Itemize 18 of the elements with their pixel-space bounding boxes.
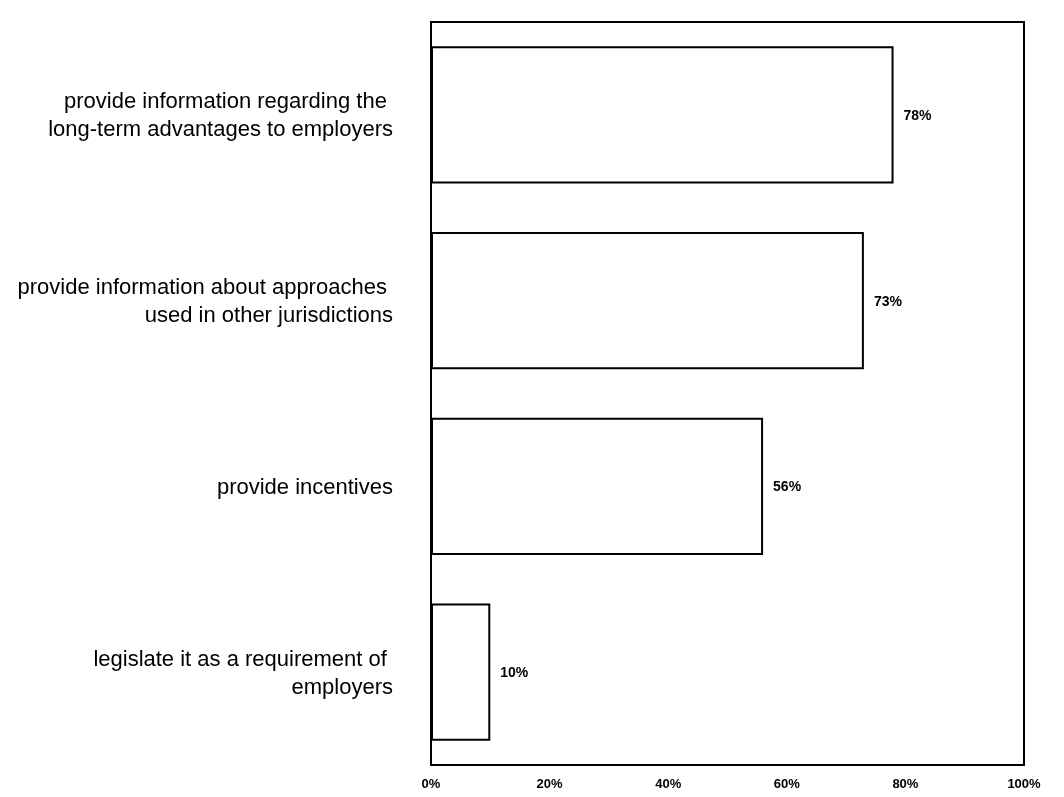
bar: [431, 603, 491, 741]
bar: [431, 46, 894, 184]
x-tick-label: 100%: [1007, 776, 1042, 791]
y-tick-label: provide information regarding the long-term advantages to employers: [48, 88, 393, 142]
data-label: 56%: [773, 478, 802, 495]
data-label: 73%: [873, 292, 903, 309]
data-label: 10%: [500, 664, 529, 681]
x-tick-label: 80%: [892, 776, 919, 791]
x-tick-label: 40%: [655, 776, 682, 791]
x-tick-label: 0%: [421, 776, 441, 791]
bar: [431, 417, 764, 556]
bar: [431, 231, 864, 370]
y-tick-label: provide incentives: [216, 473, 393, 499]
x-tick-label: 20%: [536, 776, 564, 791]
x-tick-label: 60%: [773, 776, 801, 791]
y-tick-label: provide information about approaches used in other jurisdictions: [17, 274, 393, 328]
data-label: 78%: [903, 106, 933, 123]
y-tick-label: legislate it as a requirement of employers: [93, 645, 393, 699]
